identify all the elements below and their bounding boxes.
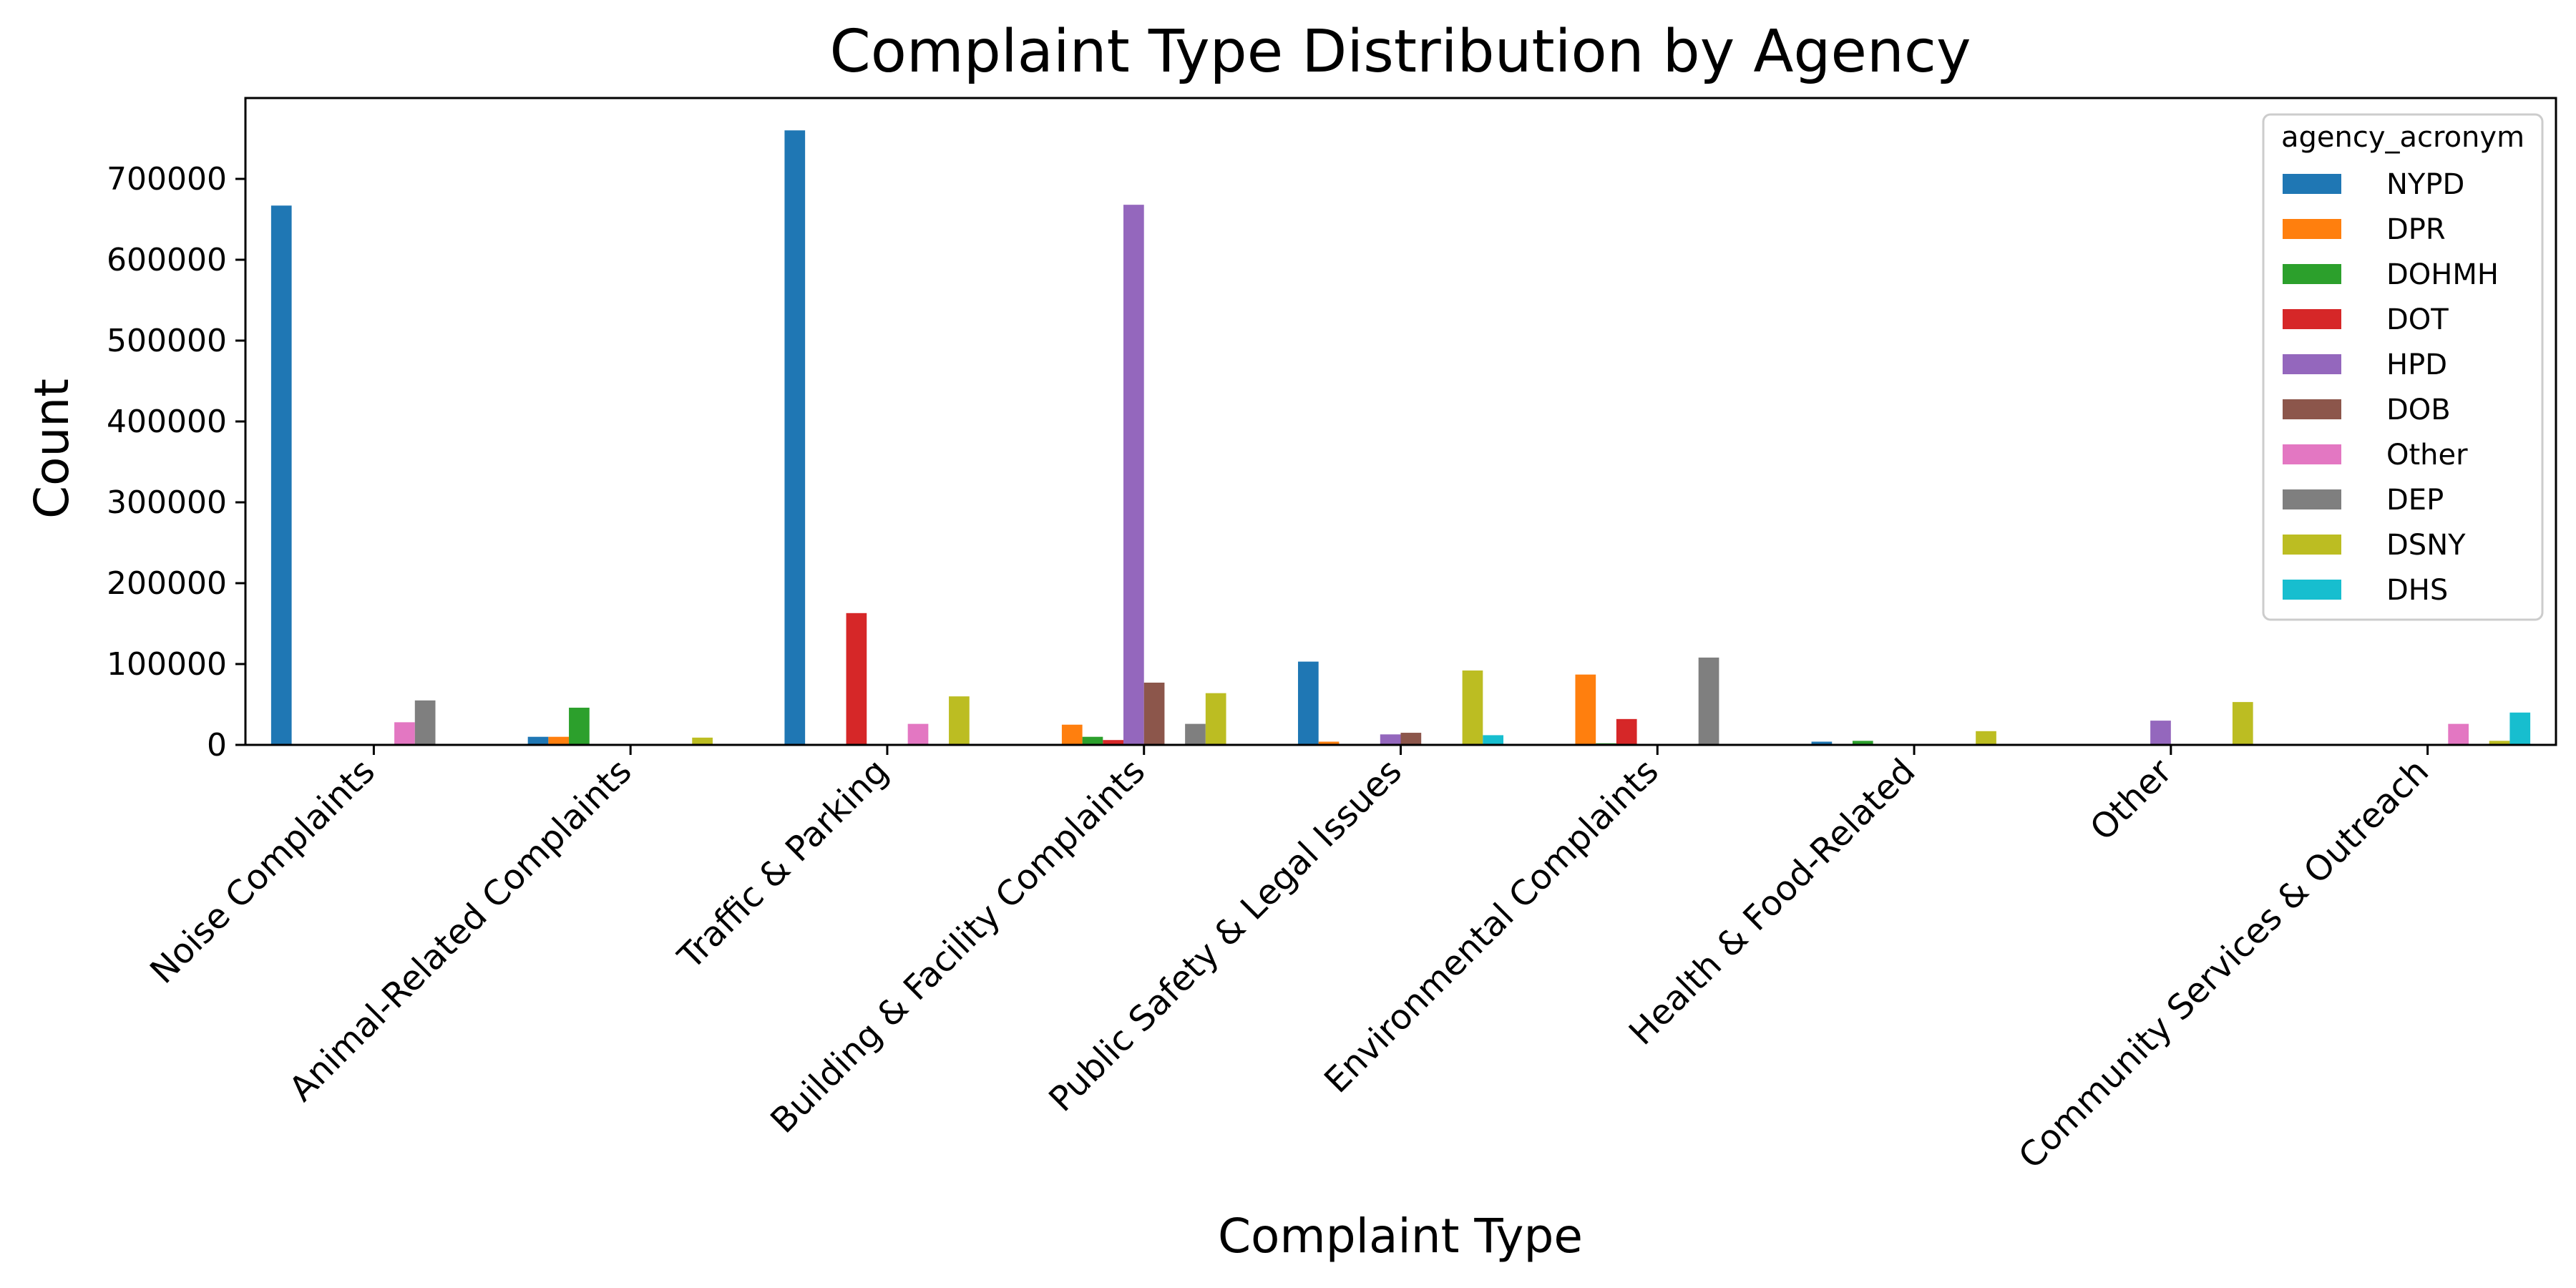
series-nypd [270,130,1833,745]
bar-dsny-6 [1976,731,1996,745]
bar-dsny-2 [949,696,970,745]
y-tick-label: 0 [207,727,227,763]
bar-dsny-7 [2232,702,2253,745]
bar-dep-5 [1698,657,1719,745]
legend-swatch-dot [2283,309,2341,329]
series-dot [846,613,1637,745]
series-other [394,722,2469,745]
legend-label-other: Other [2386,439,2468,472]
bar-dsny-4 [1462,670,1483,745]
bar-dsny-3 [1205,693,1226,745]
y-tick-label: 700000 [107,161,227,197]
bar-dep-0 [414,700,436,745]
bar-dot-3 [1103,740,1124,745]
bar-hpd-4 [1380,734,1401,745]
legend-label-hpd: HPD [2386,348,2447,381]
y-tick-label: 600000 [107,242,227,278]
bar-dohmh-1 [569,708,590,745]
bar-dep-3 [1185,723,1206,745]
x-axis-label: Complaint Type [1218,1209,1583,1264]
bar-nypd-0 [270,205,292,745]
legend-swatch-dpr [2283,219,2341,239]
y-axis: 0 100000 200000 300000 400000 500000 600000 700… [107,161,245,763]
y-tick-label: 300000 [107,484,227,521]
bar-nypd-6 [1811,741,1833,745]
bar-other-0 [394,722,415,745]
bar-dhs-8 [2509,712,2531,745]
bar-dsny-8 [2489,741,2510,745]
y-axis-label: Count [24,379,79,519]
legend-swatch-dob [2283,399,2341,419]
bar-nypd-1 [527,736,549,745]
legend-swatch-dsny [2283,535,2341,555]
bar-dhs-4 [1483,735,1504,745]
legend-swatch-hpd [2283,354,2341,374]
legend-entries: NYPD DPR DOHMH DOT HPD DOB Other DEP DSNY DHS [2283,168,2499,607]
bar-hpd-7 [2150,721,2171,745]
y-tick-label: 400000 [107,404,227,440]
bars-layer [270,130,2531,745]
bar-dot-2 [846,613,867,745]
legend-label-dep: DEP [2386,484,2444,517]
legend-label-dob: DOB [2386,394,2451,426]
bar-other-2 [907,723,929,745]
bar-dot-5 [1616,718,1637,745]
series-dhs [1483,712,2531,745]
series-dsny [692,670,2510,745]
legend-label-dot: DOT [2386,303,2449,336]
bar-dob-4 [1400,733,1422,745]
bar-dpr-1 [548,736,570,745]
series-dpr [548,674,1596,745]
series-dep [414,657,1719,745]
series-dob [1143,682,1422,745]
legend-label-nypd: NYPD [2386,168,2464,201]
bar-dpr-3 [1061,724,1083,745]
y-tick-label: 200000 [107,565,227,602]
bar-dohmh-3 [1082,736,1103,745]
chart-title: Complaint Type Distribution by Agency [829,18,1971,86]
y-tick-label: 100000 [107,646,227,683]
legend-label-dohmh: DOHMH [2386,258,2499,291]
bar-other-8 [2448,723,2469,745]
bar-dsny-1 [692,737,713,745]
legend-swatch-nypd [2283,174,2341,194]
legend: agency_acronym NYPD DPR DOHMH DOT HPD DOB Othe… [2262,113,2544,621]
legend-swatch-dep [2283,489,2341,509]
legend-label-dpr: DPR [2386,213,2446,246]
plot-frame [244,97,2557,746]
bar-dohmh-6 [1852,741,1873,745]
bar-dpr-5 [1575,674,1596,745]
legend-label-dsny: DSNY [2386,529,2466,562]
legend-swatch-dhs [2283,580,2341,600]
series-dohmh [569,708,1873,745]
bar-dob-3 [1143,682,1165,745]
legend-title: agency_acronym [2281,121,2524,154]
y-tick-label: 500000 [107,323,227,359]
bar-dpr-4 [1318,741,1340,745]
bar-nypd-2 [784,130,806,745]
legend-label-dhs: DHS [2386,574,2448,607]
series-hpd [1123,205,2171,745]
bar-nypd-4 [1297,661,1319,745]
bar-hpd-3 [1123,205,1144,745]
legend-swatch-other [2283,444,2341,464]
legend-swatch-dohmh [2283,264,2341,284]
